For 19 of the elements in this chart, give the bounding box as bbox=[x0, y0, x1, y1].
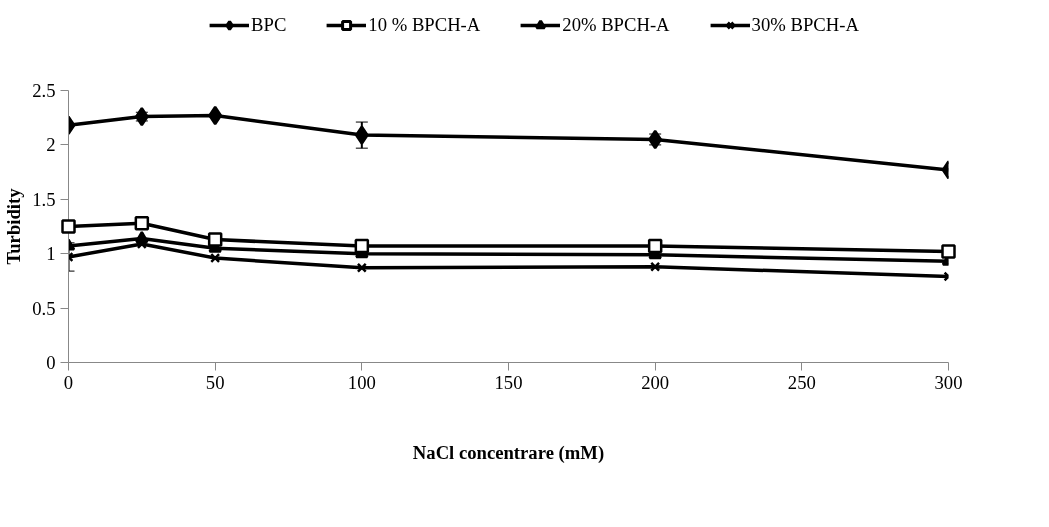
x-axis-title: NaCl concentrare (mM) bbox=[412, 441, 605, 464]
legend-label: 30% BPCH-A bbox=[751, 14, 859, 36]
legend-label: BPC bbox=[251, 14, 287, 36]
y-tick-label: 0.5 bbox=[32, 297, 56, 319]
y-tick-label: 2.5 bbox=[32, 80, 56, 101]
x-tick-label: 250 bbox=[787, 371, 816, 393]
legend-label: 10 % BPCH-A bbox=[368, 14, 481, 36]
y-axis-title: Turbidity bbox=[3, 187, 25, 265]
y-tick-label: 0 bbox=[46, 352, 56, 373]
y-tick-label: 2 bbox=[46, 134, 56, 156]
x-tick-label: 100 bbox=[347, 371, 376, 393]
x-tick-label: 200 bbox=[641, 371, 670, 393]
x-tick-label: 150 bbox=[494, 371, 523, 393]
x-tick-label: 50 bbox=[205, 371, 225, 393]
y-tick-label: 1 bbox=[46, 243, 56, 265]
x-tick-label: 0 bbox=[63, 371, 74, 393]
x-tick-label: 300 bbox=[934, 371, 963, 393]
legend-label: 20% BPCH-A bbox=[562, 14, 670, 36]
y-tick-label: 1.5 bbox=[32, 188, 56, 210]
